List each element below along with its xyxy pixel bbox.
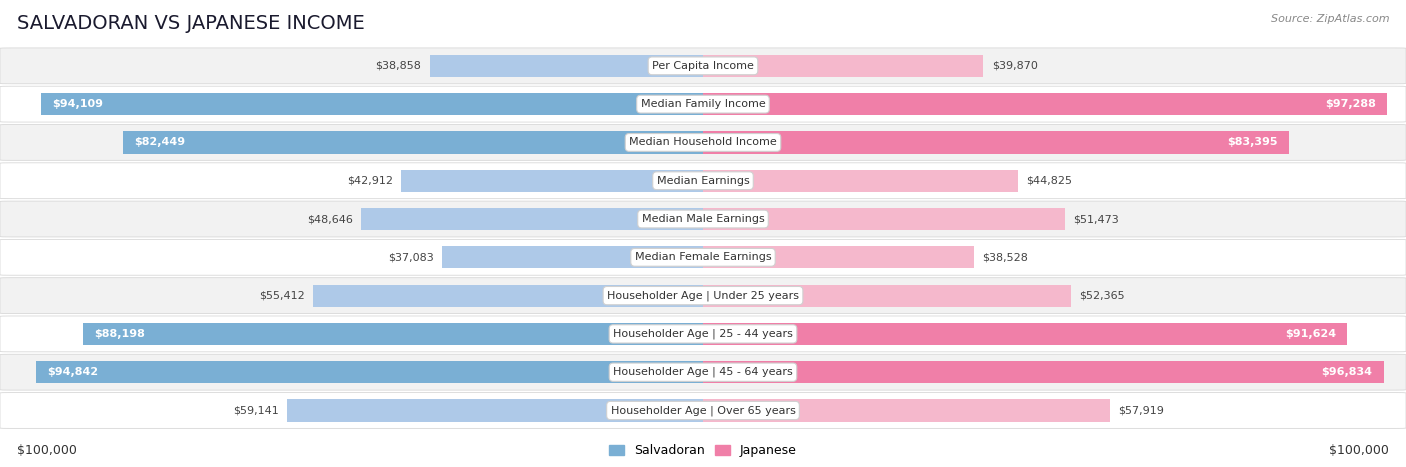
Text: $96,834: $96,834	[1322, 367, 1372, 377]
Bar	[703, 170, 1018, 192]
FancyBboxPatch shape	[0, 163, 1406, 198]
Bar	[703, 323, 1347, 345]
FancyBboxPatch shape	[0, 125, 1406, 160]
Text: Householder Age | 25 - 44 years: Householder Age | 25 - 44 years	[613, 329, 793, 339]
Text: Median Male Earnings: Median Male Earnings	[641, 214, 765, 224]
Text: Per Capita Income: Per Capita Income	[652, 61, 754, 71]
Text: Householder Age | 45 - 64 years: Householder Age | 45 - 64 years	[613, 367, 793, 377]
Bar	[703, 93, 1386, 115]
Text: $38,858: $38,858	[375, 61, 422, 71]
Bar	[41, 93, 703, 115]
Text: $42,912: $42,912	[347, 176, 392, 186]
Bar	[37, 361, 703, 383]
Bar	[703, 208, 1064, 230]
Text: Median Earnings: Median Earnings	[657, 176, 749, 186]
Bar	[703, 361, 1384, 383]
Text: $100,000: $100,000	[17, 444, 77, 457]
Text: $59,141: $59,141	[233, 405, 278, 416]
Text: Median Household Income: Median Household Income	[628, 137, 778, 148]
Bar	[287, 399, 703, 422]
Bar	[703, 131, 1289, 154]
Bar	[83, 323, 703, 345]
Text: $51,473: $51,473	[1073, 214, 1119, 224]
Bar	[430, 55, 703, 77]
Text: Median Female Earnings: Median Female Earnings	[634, 252, 772, 262]
FancyBboxPatch shape	[0, 278, 1406, 313]
Text: $91,624: $91,624	[1285, 329, 1336, 339]
FancyBboxPatch shape	[0, 393, 1406, 428]
Text: Householder Age | Over 65 years: Householder Age | Over 65 years	[610, 405, 796, 416]
Text: $44,825: $44,825	[1026, 176, 1073, 186]
FancyBboxPatch shape	[0, 354, 1406, 390]
Text: $39,870: $39,870	[991, 61, 1038, 71]
FancyBboxPatch shape	[0, 240, 1406, 275]
Text: $55,412: $55,412	[259, 290, 305, 301]
Text: $97,288: $97,288	[1324, 99, 1375, 109]
Text: $48,646: $48,646	[307, 214, 353, 224]
Text: $38,528: $38,528	[983, 252, 1028, 262]
Text: $37,083: $37,083	[388, 252, 434, 262]
Bar	[703, 246, 974, 269]
Text: $57,919: $57,919	[1119, 405, 1164, 416]
Text: $88,198: $88,198	[94, 329, 145, 339]
Text: Source: ZipAtlas.com: Source: ZipAtlas.com	[1271, 14, 1389, 24]
Bar	[401, 170, 703, 192]
FancyBboxPatch shape	[0, 316, 1406, 352]
Text: $52,365: $52,365	[1080, 290, 1125, 301]
Legend: Salvadoran, Japanese: Salvadoran, Japanese	[606, 440, 800, 461]
Text: $82,449: $82,449	[135, 137, 186, 148]
Bar	[314, 284, 703, 307]
Bar	[703, 55, 983, 77]
Text: $100,000: $100,000	[1329, 444, 1389, 457]
Bar	[703, 399, 1111, 422]
Text: Householder Age | Under 25 years: Householder Age | Under 25 years	[607, 290, 799, 301]
Bar	[703, 284, 1071, 307]
Text: Median Family Income: Median Family Income	[641, 99, 765, 109]
Text: $94,842: $94,842	[48, 367, 98, 377]
FancyBboxPatch shape	[0, 86, 1406, 122]
Text: $83,395: $83,395	[1227, 137, 1278, 148]
FancyBboxPatch shape	[0, 48, 1406, 84]
Bar	[124, 131, 703, 154]
Text: $94,109: $94,109	[52, 99, 104, 109]
Bar	[361, 208, 703, 230]
Bar	[443, 246, 703, 269]
Text: SALVADORAN VS JAPANESE INCOME: SALVADORAN VS JAPANESE INCOME	[17, 14, 364, 33]
FancyBboxPatch shape	[0, 201, 1406, 237]
